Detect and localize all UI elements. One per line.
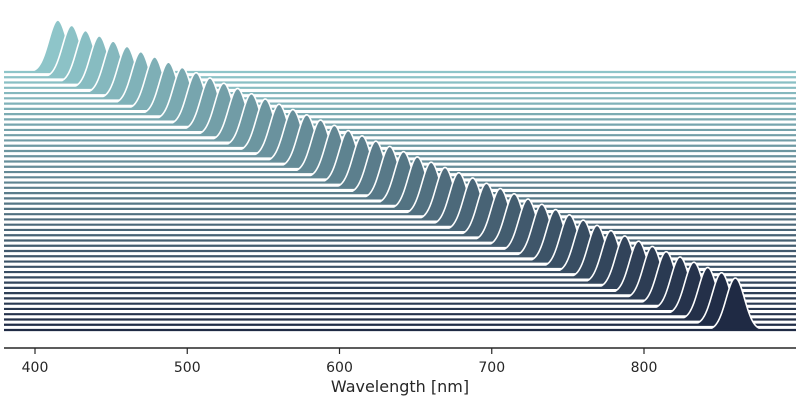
x-axis-ticks: 400 500 600 700 800 bbox=[22, 348, 658, 376]
ridge-series-10 bbox=[4, 66, 796, 121]
x-tick-label-600: 600 bbox=[326, 360, 353, 376]
ridge-series-35 bbox=[4, 198, 796, 253]
ridge-series-9 bbox=[4, 61, 796, 116]
ridge-area-26 bbox=[4, 151, 796, 204]
ridge-area-50 bbox=[4, 278, 796, 330]
ridge-area-49 bbox=[4, 272, 796, 325]
ridge-series-28 bbox=[4, 161, 796, 216]
ridge-area-41 bbox=[4, 230, 796, 283]
ridge-series-33 bbox=[4, 187, 796, 242]
x-axis-label: Wavelength [nm] bbox=[331, 377, 469, 396]
x-tick-label-400: 400 bbox=[22, 360, 49, 376]
ridge-series-12 bbox=[4, 77, 796, 132]
ridge-series-49 bbox=[4, 272, 796, 326]
ridge-series-30 bbox=[4, 171, 796, 226]
ridge-series-13 bbox=[4, 82, 796, 137]
ridge-series-14 bbox=[4, 87, 796, 142]
ridge-series-46 bbox=[4, 256, 796, 311]
ridge-series-15 bbox=[4, 92, 796, 147]
ridge-series-29 bbox=[4, 166, 796, 221]
ridge-series-16 bbox=[4, 98, 796, 153]
ridge-area-12 bbox=[4, 77, 796, 130]
x-tick-label-500: 500 bbox=[174, 360, 201, 376]
ridge-series-32 bbox=[4, 182, 796, 237]
ridge-series-34 bbox=[4, 192, 796, 247]
ridge-series-50 bbox=[4, 277, 796, 332]
ridge-area-9 bbox=[4, 62, 796, 115]
ridge-area-4 bbox=[4, 35, 796, 88]
x-tick-label-700: 700 bbox=[478, 360, 505, 376]
ridge-series-27 bbox=[4, 156, 796, 210]
ridge-series-47 bbox=[4, 261, 796, 316]
x-tick-label-800: 800 bbox=[631, 360, 658, 376]
ridges-group bbox=[4, 19, 796, 332]
ridge-area-43 bbox=[4, 241, 796, 294]
ridge-series-31 bbox=[4, 177, 796, 232]
